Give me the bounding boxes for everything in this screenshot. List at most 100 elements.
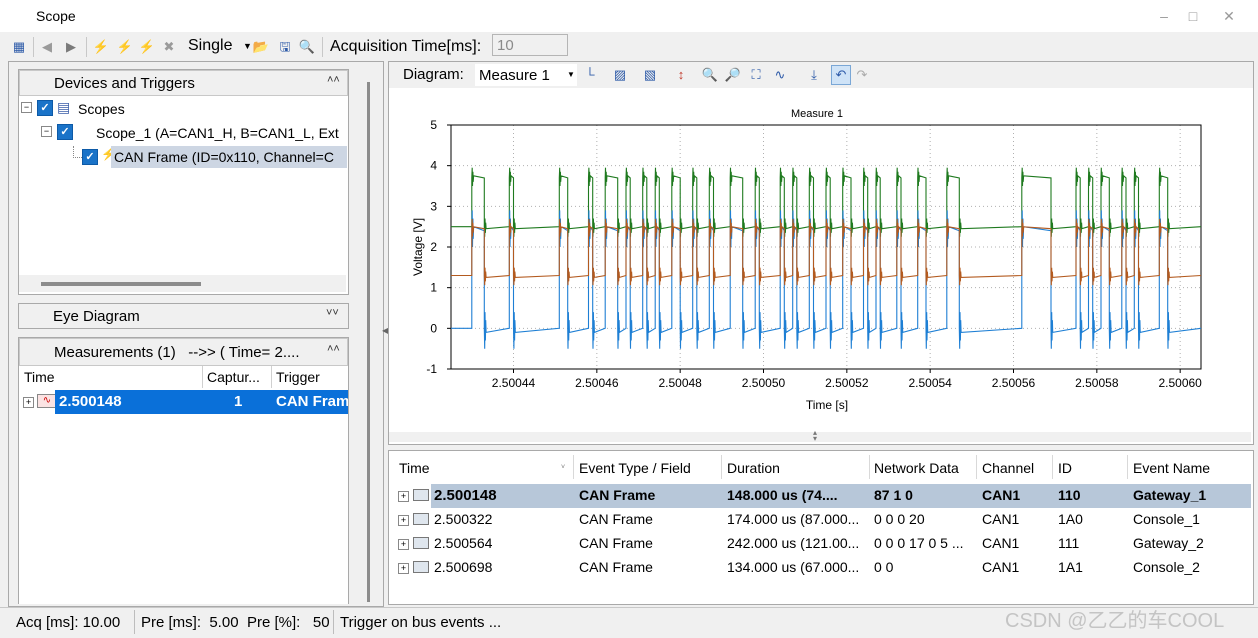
undo-icon[interactable]: ↶: [831, 65, 851, 85]
column-header-time[interactable]: Time: [24, 369, 55, 385]
eye-diagram-panel-header[interactable]: Eye Diagram ˅˅: [18, 303, 349, 329]
measure-icon[interactable]: ∿: [771, 66, 789, 84]
cursor-icon[interactable]: ↕: [672, 66, 690, 84]
measurement-capture: 1: [234, 393, 242, 410]
main-toolbar: ▦ ◀ ▶ ⚡ ⚡ ⚡ ✖ Single ▼ 📂 🖫 🔍 Acquisition…: [0, 33, 1258, 61]
expand-plus-icon[interactable]: +: [398, 491, 409, 502]
column-header-capture[interactable]: Captur...: [207, 369, 260, 385]
x-tick-label: 2.50048: [658, 376, 702, 390]
checkbox-checked[interactable]: ✓: [57, 124, 73, 140]
table-row[interactable]: + 2.500698 CAN Frame 134.000 us (67.000.…: [389, 556, 1251, 580]
checkbox-checked[interactable]: ✓: [37, 100, 53, 116]
chart-traces: [451, 168, 1201, 349]
tree-item-scope-1[interactable]: − ✓ 𝍙 Scope_1 (A=CAN1_H, B=CAN1_L, Ext: [41, 122, 347, 144]
cell-network-data: 0 0: [874, 559, 893, 575]
column-header-trigger[interactable]: Trigger: [276, 369, 320, 385]
cell-event-type: CAN Frame: [579, 487, 655, 503]
column-header-network-data[interactable]: Network Data: [874, 460, 959, 476]
tree-item-can-frame[interactable]: ✓ ⚡ CAN Frame (ID=0x110, Channel=C: [73, 146, 347, 168]
cancel-icon[interactable]: ✖: [160, 38, 178, 56]
chevron-down-icon: ▼: [567, 70, 575, 79]
preview-icon[interactable]: 🔍: [298, 38, 316, 56]
checkbox-checked[interactable]: ✓: [82, 149, 98, 165]
acquisition-time-input[interactable]: [492, 34, 568, 56]
acquisition-time-label: Acquisition Time[ms]:: [330, 38, 481, 56]
watermark: CSDN @乙乙的车COOL: [1005, 604, 1224, 633]
trigger-run-icon[interactable]: ⚡: [92, 38, 110, 56]
cell-event-type: CAN Frame: [579, 511, 653, 527]
x-tick-label: 2.50056: [992, 376, 1036, 390]
status-divider: [134, 610, 135, 634]
trigger-single-icon[interactable]: ⚡: [138, 38, 156, 56]
diagram-select[interactable]: Measure 1 ▼: [475, 64, 577, 86]
x-tick-label: 2.50046: [575, 376, 619, 390]
redo-icon[interactable]: ↷: [853, 66, 871, 84]
zoom-in-icon[interactable]: 🔎: [724, 66, 742, 84]
diagram-bottom-splitter[interactable]: ▴ ▾: [389, 432, 1251, 442]
next-icon[interactable]: ▶: [62, 38, 80, 56]
export-icon[interactable]: ⤓: [805, 66, 823, 84]
tree-horizontal-scrollbar[interactable]: [19, 275, 346, 292]
settings-icon[interactable]: ▦: [10, 38, 28, 56]
axis-icon[interactable]: └: [581, 66, 599, 84]
column-header-event-name[interactable]: Event Name: [1133, 460, 1210, 476]
cell-event-name: Console_2: [1133, 559, 1200, 575]
table-row[interactable]: + 2.500148 CAN Frame 148.000 us (74.... …: [389, 484, 1251, 508]
table-row[interactable]: + 2.500322 CAN Frame 174.000 us (87.000.…: [389, 508, 1251, 532]
x-tick-label: 2.50054: [908, 376, 952, 390]
tree-item-scopes[interactable]: − ✓ ▤ Scopes: [21, 99, 341, 121]
x-tick-label: 2.50058: [1075, 376, 1119, 390]
x-tick-label: 2.50052: [825, 376, 869, 390]
chart-type-icon[interactable]: ▨: [611, 66, 629, 84]
column-header-channel[interactable]: Channel: [982, 460, 1034, 476]
cell-channel: CAN1: [982, 487, 1020, 503]
left-pane-scrollbar[interactable]: [367, 82, 370, 602]
prev-icon[interactable]: ◀: [38, 38, 56, 56]
scrollbar-thumb[interactable]: [41, 282, 201, 286]
column-divider: [869, 455, 870, 479]
frame-icon: [413, 537, 429, 549]
cell-time: 2.500698: [434, 559, 492, 575]
status-pre-ms: Pre [ms]: 5.00: [141, 614, 239, 631]
expand-plus-icon[interactable]: +: [398, 515, 409, 526]
column-divider: [202, 366, 203, 388]
open-folder-icon[interactable]: 📂: [252, 38, 270, 56]
table-row[interactable]: + 2.500564 CAN Frame 242.000 us (121.00.…: [389, 532, 1251, 556]
tree-item-label: Scope_1 (A=CAN1_H, B=CAN1_L, Ext: [96, 125, 346, 141]
column-header-id[interactable]: ID: [1058, 460, 1072, 476]
cell-channel: CAN1: [982, 559, 1019, 575]
chart-layout-icon[interactable]: ▧: [641, 66, 659, 84]
expand-plus-icon[interactable]: +: [398, 539, 409, 550]
column-header-duration[interactable]: Duration: [727, 460, 780, 476]
trigger-stop-icon[interactable]: ⚡: [116, 38, 134, 56]
toolbar-divider: [322, 37, 323, 57]
column-divider: [271, 366, 272, 388]
column-header-time[interactable]: Time: [399, 460, 430, 476]
maximize-icon[interactable]: □: [1183, 6, 1203, 26]
zoom-fit-icon[interactable]: ⛶: [747, 66, 765, 84]
expand-plus-icon[interactable]: +: [398, 563, 409, 574]
diagram-pane: Diagram: Measure 1 ▼ └ ▨ ▧ ↕ 🔍 🔎 ⛶ ∿ ⤓ ↶…: [388, 61, 1254, 445]
measurement-row[interactable]: + ∿ 2.500148 1 CAN Fram: [19, 390, 348, 414]
column-header-event-type[interactable]: Event Type / Field: [579, 460, 691, 476]
cell-event-type: CAN Frame: [579, 559, 653, 575]
collapse-up-icon[interactable]: ˄˄: [327, 74, 340, 86]
close-icon[interactable]: ✕: [1219, 6, 1239, 26]
collapse-up-icon[interactable]: ˄˄: [327, 343, 340, 355]
expand-down-icon[interactable]: ˅˅: [326, 307, 339, 319]
expand-plus-icon[interactable]: +: [23, 397, 34, 408]
save-icon[interactable]: 🖫: [276, 38, 294, 56]
minimize-icon[interactable]: –: [1154, 6, 1174, 26]
expand-minus-icon[interactable]: −: [41, 126, 52, 137]
events-table: Time ˅ Event Type / Field Duration Netwo…: [388, 450, 1254, 605]
waveform-chart: Measure 1 543210-1 2.50044 2.50046 2.50048…: [389, 89, 1251, 439]
status-trigger: Trigger on bus events ...: [340, 614, 501, 631]
y-tick-label: -1: [426, 362, 437, 376]
expand-minus-icon[interactable]: −: [21, 102, 32, 113]
cell-event-name: Gateway_2: [1133, 535, 1204, 551]
mode-dropdown[interactable]: Single ▼: [188, 37, 252, 55]
devices-panel-header[interactable]: Devices and Triggers ˄˄: [19, 70, 348, 96]
measurements-panel-header[interactable]: Measurements (1) -->> ( Time= 2.... ˄˄: [19, 338, 348, 366]
zoom-out-icon[interactable]: 🔍: [701, 66, 719, 84]
y-tick-label: 2: [430, 240, 437, 254]
